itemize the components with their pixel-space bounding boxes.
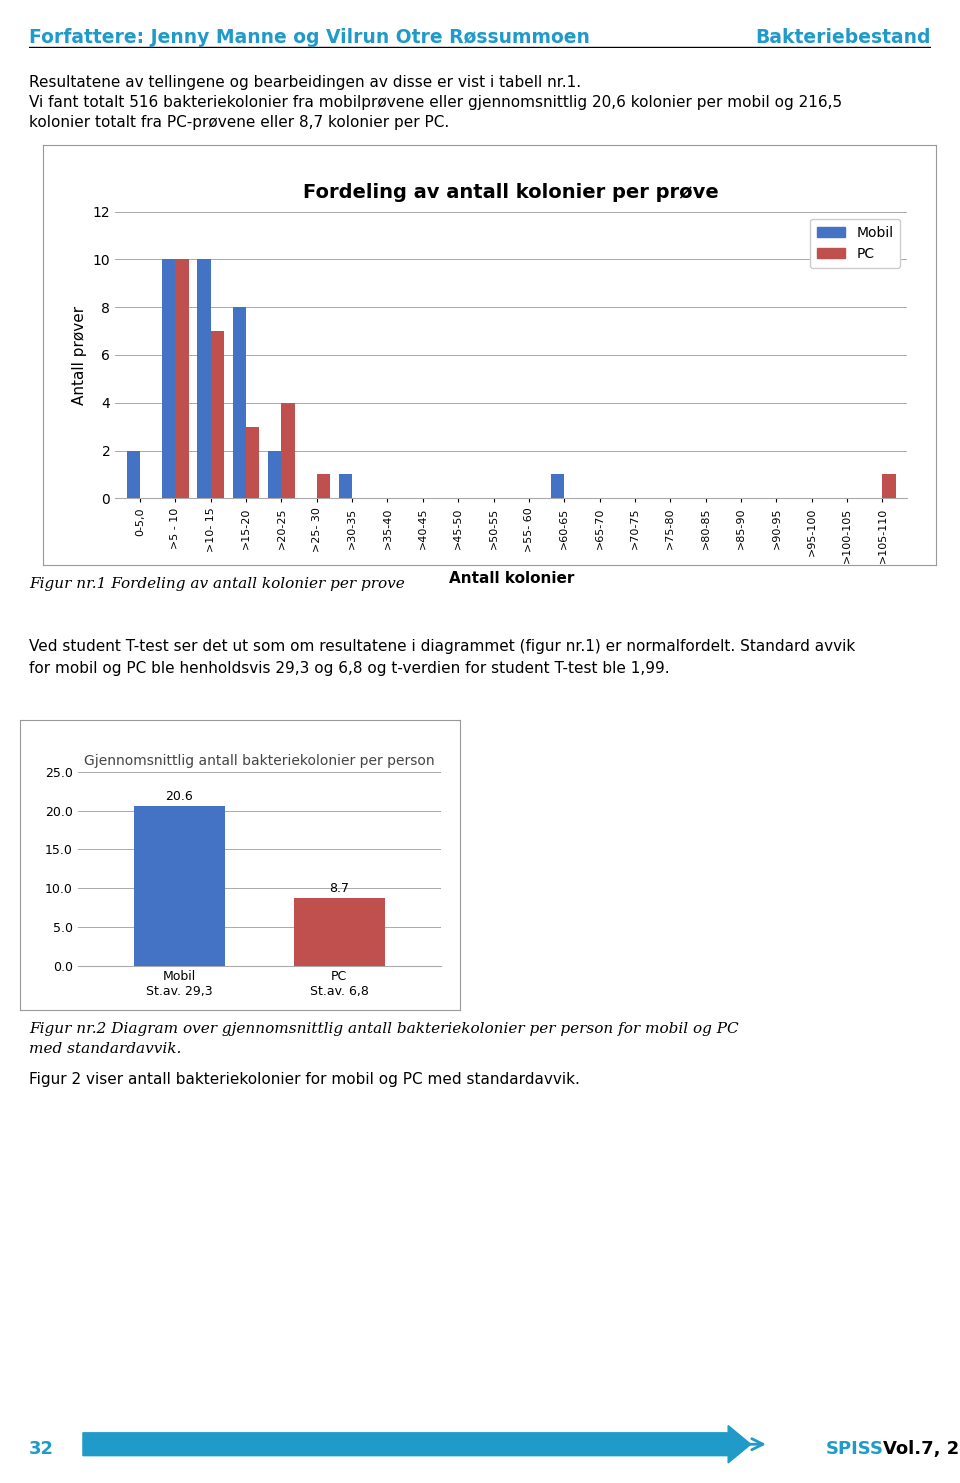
Bar	[294, 899, 385, 965]
Bar	[551, 475, 564, 498]
Bar	[268, 451, 281, 498]
Bar	[176, 260, 189, 498]
Text: Figur nr.2 Diagram over gjennomsnittlig antall bakteriekolonier per person for m: Figur nr.2 Diagram over gjennomsnittlig …	[29, 1022, 738, 1035]
Bar	[339, 475, 352, 498]
Text: med standardavvik.: med standardavvik.	[29, 1043, 181, 1056]
Text: Ved student T-test ser det ut som om resultatene i diagrammet (figur nr.1) er no: Ved student T-test ser det ut som om res…	[29, 639, 855, 654]
Text: Bakteriebestand: Bakteriebestand	[756, 28, 931, 47]
Bar	[162, 260, 176, 498]
Text: for mobil og PC ble henholdsvis 29,3 og 6,8 og t-verdien for student T-test ble : for mobil og PC ble henholdsvis 29,3 og …	[29, 661, 669, 676]
Bar	[197, 260, 210, 498]
X-axis label: Antall kolonier: Antall kolonier	[448, 571, 574, 586]
Bar	[882, 475, 896, 498]
Bar	[133, 805, 225, 965]
Y-axis label: Antall prøver: Antall prøver	[72, 305, 87, 405]
Text: 32: 32	[29, 1440, 54, 1458]
Bar	[281, 403, 295, 498]
Bar	[127, 451, 140, 498]
FancyArrow shape	[83, 1425, 751, 1462]
Bar	[210, 331, 224, 498]
Title: Gjennomsnittlig antall bakteriekolonier per person: Gjennomsnittlig antall bakteriekolonier …	[84, 753, 435, 768]
Text: Vi fant totalt 516 bakteriekolonier fra mobilprøvene eller gjennomsnittlig 20,6 : Vi fant totalt 516 bakteriekolonier fra …	[29, 95, 842, 110]
Legend: Mobil, PC: Mobil, PC	[810, 218, 900, 267]
Text: Vol.7, 2015: Vol.7, 2015	[883, 1440, 960, 1458]
Bar	[317, 475, 330, 498]
Text: Resultatene av tellingene og bearbeidingen av disse er vist i tabell nr.1.: Resultatene av tellingene og bearbeiding…	[29, 76, 581, 90]
Text: SPISS: SPISS	[826, 1440, 883, 1458]
Text: Figur nr.1 Fordeling av antall kolonier per prove: Figur nr.1 Fordeling av antall kolonier …	[29, 577, 404, 590]
Text: 20.6: 20.6	[165, 790, 193, 802]
Text: kolonier totalt fra PC-prøvene eller 8,7 kolonier per PC.: kolonier totalt fra PC-prøvene eller 8,7…	[29, 116, 449, 131]
Bar	[232, 307, 246, 498]
Text: Figur 2 viser antall bakteriekolonier for mobil og PC med standardavvik.: Figur 2 viser antall bakteriekolonier fo…	[29, 1072, 580, 1087]
Title: Fordeling av antall kolonier per prøve: Fordeling av antall kolonier per prøve	[303, 182, 719, 202]
Text: 8.7: 8.7	[329, 882, 349, 896]
Bar	[246, 427, 259, 498]
Text: Forfattere: Jenny Manne og Vilrun Otre Røssummoen: Forfattere: Jenny Manne og Vilrun Otre R…	[29, 28, 589, 47]
